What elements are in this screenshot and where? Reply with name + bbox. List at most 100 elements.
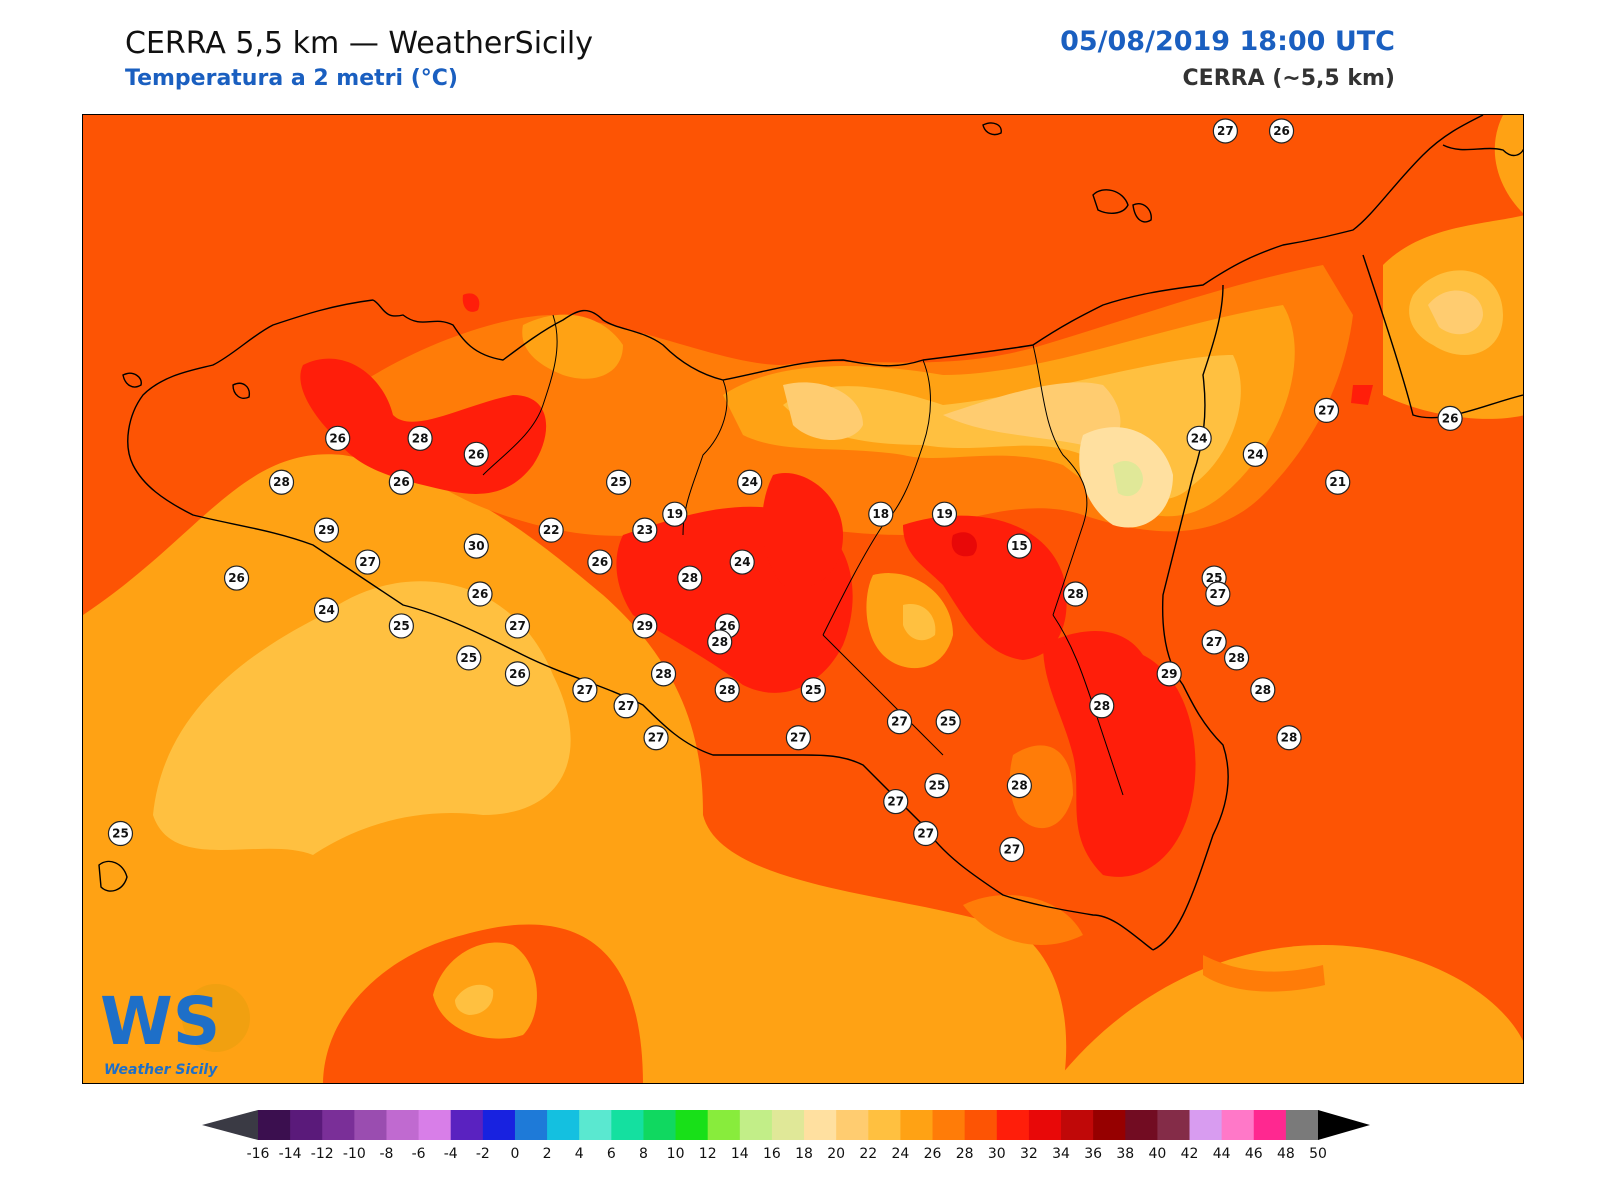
station-dot (883, 788, 909, 815)
station-dot (1325, 469, 1351, 495)
colorbar-tick-label: 46 (1245, 1146, 1263, 1162)
colorbar-tick-label: 6 (607, 1146, 616, 1162)
colorbar-segment (386, 1110, 420, 1140)
station-dot (355, 549, 381, 575)
colorbar-tick-label: -12 (311, 1146, 334, 1162)
station-value: 25 (805, 683, 822, 697)
station-value: 26 (472, 587, 489, 601)
colorbar-tick-label: 2 (543, 1146, 552, 1162)
station-dot (463, 441, 489, 467)
station-marker: 28 (1250, 677, 1276, 703)
colorbar-segment (354, 1110, 387, 1140)
station-value: 27 (1217, 124, 1234, 138)
station-marker: 28 (1089, 693, 1115, 719)
station-marker: 27 (1212, 118, 1238, 144)
station-value: 28 (412, 431, 429, 445)
station-dot (632, 613, 658, 639)
colorbar-segment (482, 1110, 516, 1140)
colorbar-tick-label: 8 (639, 1146, 648, 1162)
station-marker: 27 (913, 820, 939, 847)
station-dot (785, 725, 811, 751)
station-marker: 18 (868, 501, 894, 527)
station-dot (707, 629, 733, 655)
station-dot (1250, 677, 1276, 703)
colorbar-tick-label: -14 (279, 1146, 302, 1162)
station-marker: 26 (1268, 118, 1295, 144)
station-dot (407, 425, 433, 451)
colorbar-segment (1093, 1110, 1126, 1140)
station-marker: 19 (662, 501, 688, 527)
colorbar-tick-label: -2 (476, 1146, 490, 1162)
map-title: CERRA 5,5 km — WeatherSicily (125, 26, 593, 61)
station-value: 25 (940, 715, 957, 729)
station-value: 26 (592, 555, 609, 569)
station-value: 28 (681, 571, 698, 585)
station-marker: 28 (677, 565, 703, 591)
colorbar-tick-label: 18 (795, 1146, 813, 1162)
map-subtitle: Temperatura a 2 metri (°C) (125, 66, 458, 91)
station-value: 25 (610, 475, 627, 489)
station-value: 26 (1442, 411, 1459, 425)
weathersicily-logo: WS Weather Sicily (96, 980, 256, 1080)
colorbar-segment (1125, 1110, 1158, 1140)
colorbar-segment (836, 1110, 869, 1140)
station-dot (538, 517, 564, 543)
station-value: 27 (917, 827, 934, 841)
colorbar-segment (1028, 1110, 1062, 1140)
temperature-map: 27 26 27 26 26 28 26 24 24 21 28 26 25 24 19 18 19 29 30 22… (82, 114, 1524, 1084)
station-value: 27 (648, 731, 665, 745)
station-dot (643, 725, 669, 751)
colorbar-segment (964, 1110, 998, 1140)
station-dot (504, 661, 531, 687)
station-dot (1268, 118, 1295, 144)
station-marker: 29 (632, 613, 658, 639)
station-marker: 25 (935, 709, 961, 735)
station-marker: 28 (1223, 645, 1250, 671)
colorbar-segment (771, 1110, 805, 1140)
station-marker: 21 (1325, 469, 1351, 495)
colorbar-segment (1189, 1110, 1223, 1140)
station-marker: 27 (1201, 629, 1227, 655)
station-value: 19 (666, 507, 683, 521)
station-value: 29 (318, 523, 335, 537)
colorbar-segment (258, 1110, 291, 1140)
logo-graphic: WS Weather Sicily (100, 983, 250, 1078)
colorbar-tick-label: 50 (1309, 1146, 1327, 1162)
station-value: 24 (318, 603, 335, 617)
station-value: 28 (273, 475, 290, 489)
station-dot (605, 469, 632, 495)
station-marker: 27 (572, 677, 598, 703)
station-marker: 26 (325, 425, 351, 451)
colorbar-tick-label: 24 (892, 1146, 910, 1162)
station-dot (1212, 118, 1238, 144)
station-marker: 29 (1156, 661, 1182, 687)
colorbar-over-arrow (1318, 1110, 1370, 1140)
station-value: 28 (1228, 651, 1245, 665)
colorbar-segment (1157, 1110, 1191, 1140)
colorbar-tick-label: -8 (380, 1146, 394, 1162)
station-value: 15 (1011, 539, 1028, 553)
colorbar-segment (900, 1110, 934, 1140)
colorbar-segment (707, 1110, 741, 1140)
station-dot (313, 517, 340, 543)
station-dot (1186, 425, 1212, 451)
station-value: 26 (509, 667, 526, 681)
station-marker: 28 (650, 661, 677, 687)
colorbar-ticks: -16 -14 -12 -10 -8 -6 -4 -2 0 2 4 6 8 10 12 14 16 18 20 22 2… (247, 1146, 1327, 1162)
colorbar-segment (868, 1110, 901, 1140)
station-marker: 28 (407, 425, 433, 451)
colorbar-segment (290, 1110, 323, 1140)
colorbar-tick-label: 10 (667, 1146, 685, 1162)
station-marker: 26 (467, 581, 493, 607)
colorbar-tick-label: 44 (1213, 1146, 1231, 1162)
station-marker: 28 (1006, 773, 1032, 799)
station-marker: 27 (643, 725, 669, 751)
colorbar-segment (611, 1110, 644, 1140)
station-marker: 27 (504, 613, 531, 639)
station-value: 19 (936, 507, 953, 521)
station-dot (1006, 533, 1032, 559)
station-value: 27 (887, 795, 904, 809)
station-marker: 24 (313, 597, 340, 623)
station-marker: 26 (388, 469, 414, 495)
station-dot (729, 549, 755, 575)
